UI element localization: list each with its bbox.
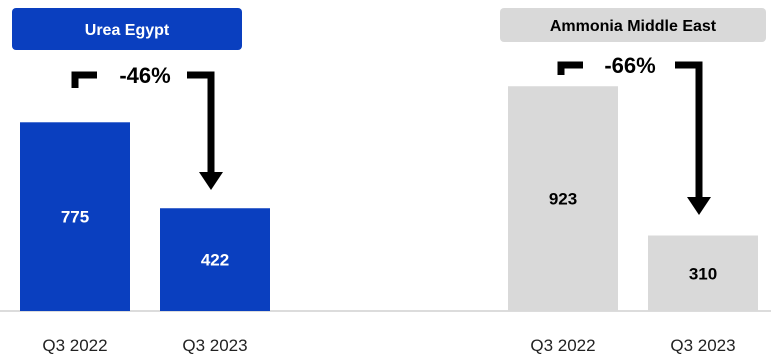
bar-value-label: 422 — [201, 251, 229, 270]
chart-panel-0: Urea Egypt 775 Q3 2022 422 Q3 2023 -46% — [12, 8, 270, 355]
chart-panel-1: Ammonia Middle East 923 Q3 2022 310 Q3 2023 -… — [500, 8, 766, 355]
bar-q3-2022 — [508, 86, 618, 311]
bar-q3-2023 — [648, 235, 758, 311]
bar-value-label: 310 — [689, 264, 717, 283]
bar-q3-2023 — [160, 208, 270, 311]
chart-title-box — [12, 8, 242, 50]
x-tick-label: Q3 2022 — [530, 336, 595, 355]
x-tick-label: Q3 2022 — [42, 336, 107, 355]
bar-value-label: 923 — [549, 190, 577, 209]
x-tick-label: Q3 2023 — [182, 336, 247, 355]
change-percent-label: -66% — [604, 53, 655, 78]
chart-title: Urea Egypt — [85, 22, 170, 39]
chart-title: Ammonia Middle East — [550, 18, 717, 35]
bar-q3-2022 — [20, 122, 130, 311]
change-arrow-head — [199, 172, 223, 190]
bar-value-label: 775 — [61, 208, 89, 227]
change-arrow-head — [687, 197, 711, 215]
chart-title-box — [500, 8, 766, 42]
change-percent-label: -46% — [119, 63, 170, 88]
x-tick-label: Q3 2023 — [670, 336, 735, 355]
